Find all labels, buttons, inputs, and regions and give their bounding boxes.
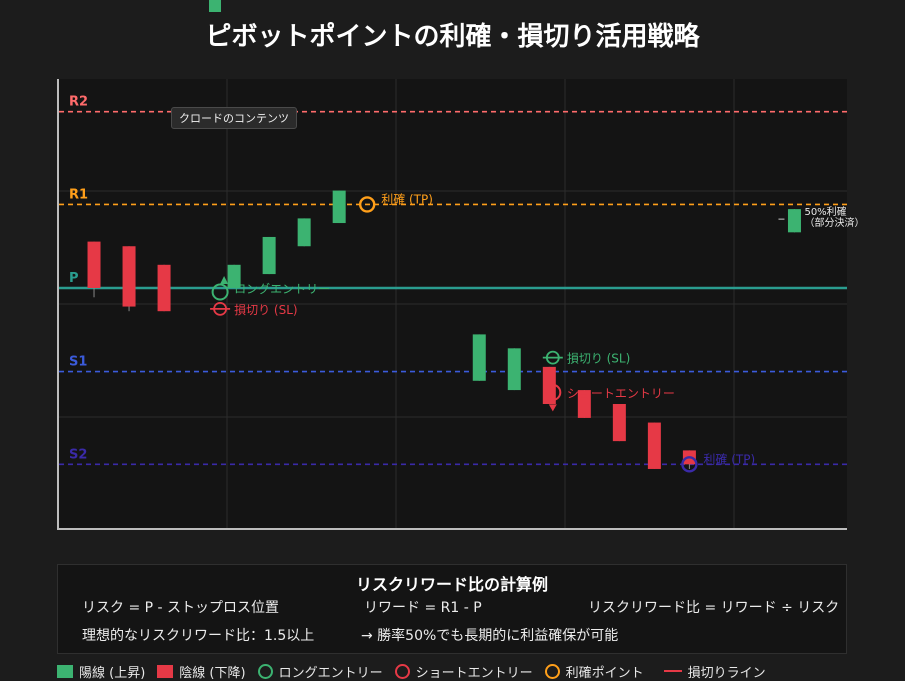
legend-short: ショートエントリー (394, 662, 533, 681)
bull-candle (297, 218, 311, 247)
bull-candle (472, 334, 486, 381)
legend-bear-label: 陰線 (下降) (179, 665, 246, 681)
bull-candle (227, 264, 241, 288)
bull-candle (332, 190, 346, 224)
risk-reward-panel: リスクリワード比の計算例 リスク = P - ストップロス位置 リワード = R… (57, 564, 847, 654)
legend-bull-label: 陽線 (上昇) (79, 665, 146, 681)
bear-candle (87, 241, 101, 288)
long-circle-icon (257, 663, 273, 679)
legend-short-label: ショートエントリー (415, 665, 533, 681)
level-layer: R2 R1 P S1 S2 (59, 95, 847, 466)
bull-swatch-icon (57, 664, 73, 678)
content-badge: クロードのコンテンツ (171, 107, 297, 129)
legend-long: ロングエントリー (257, 662, 383, 681)
top-marker (209, 0, 221, 12)
chart-title: ピボットポイントの利確・損切り活用戦略 (205, 22, 700, 52)
bear-swatch-icon (157, 664, 174, 678)
legend-bull: 陽線 (上昇) (57, 662, 145, 681)
short-circle-icon (394, 663, 410, 679)
bull-candle (262, 236, 276, 275)
bear-candle (157, 264, 171, 312)
take-profit-marker (358, 196, 376, 213)
short-entry-arrow-icon (548, 404, 557, 412)
calc-reward: リワード = R1 - P (364, 600, 482, 616)
bear-candle (122, 246, 136, 307)
legend-tp-label: 利確ポイント (565, 665, 644, 681)
sl-line-icon (663, 670, 682, 672)
legend-sl: 損切りライン (656, 662, 766, 681)
legend-bear: 陰線 (下降) (157, 662, 246, 681)
tp-circle-icon (544, 663, 560, 679)
calc-risk: リスク = P - ストップロス位置 (82, 600, 280, 616)
bull-candle (507, 348, 521, 391)
long-entry-arrow-icon (220, 276, 229, 284)
calc-note: → 勝率50%でも長期的に利益確保が可能 (361, 628, 619, 644)
take-profit-label: 利確 (TP) (381, 191, 433, 206)
calc-title: リスクリワード比の計算例 (355, 575, 548, 594)
calc-ratio: リスクリワード比 = リワード ÷ リスク (588, 600, 840, 616)
partial-note-line: 50%利確 (804, 205, 846, 218)
level-label-s1: S1 (69, 355, 87, 370)
calc-ideal: 理想的なリスクリワード比：1.5以上 (82, 628, 315, 644)
legend-tp: 利確ポイント (544, 662, 644, 681)
legend: 陽線 (上昇) 陰線 (下降) ロングエントリー ショートエントリー 利確ポイン… (57, 662, 766, 681)
long-entry-label: ロングエントリー (234, 282, 330, 296)
bear-candle (577, 390, 591, 418)
stop-loss-label: 損切り (SL) (567, 351, 630, 366)
short-entry-label: ショートエントリー (567, 386, 675, 400)
bear-candle (647, 422, 661, 469)
partial-note-line: （部分決済） (804, 216, 864, 229)
short-entry-marker (544, 383, 562, 401)
stop-loss-label: 損切り (SL) (234, 302, 297, 317)
legend-sl-label: 損切りライン (687, 665, 766, 681)
candle-layer (87, 190, 801, 469)
level-label-r1: R1 (69, 187, 88, 202)
level-label-p: P (69, 271, 79, 286)
take-profit-marker (681, 456, 698, 473)
take-profit-label: 利確 (TP) (703, 451, 755, 466)
legend-long-label: ロングエントリー (278, 665, 383, 681)
note-layer: 50%利確（部分決済） (778, 205, 864, 229)
level-label-r2: R2 (69, 95, 88, 110)
bear-candle (612, 404, 626, 442)
level-label-s2: S2 (69, 447, 87, 462)
long-entry-marker (211, 283, 229, 301)
grid-layer (59, 79, 847, 528)
bull-candle (787, 209, 801, 233)
